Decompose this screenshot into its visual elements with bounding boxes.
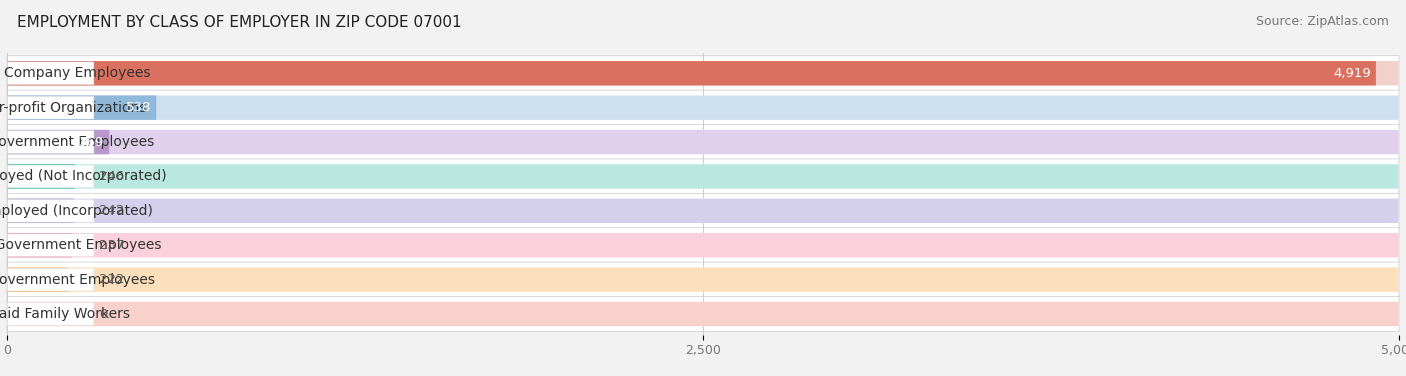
FancyBboxPatch shape: [7, 96, 156, 120]
Text: 237: 237: [98, 239, 124, 252]
FancyBboxPatch shape: [7, 234, 94, 256]
FancyBboxPatch shape: [7, 267, 1399, 292]
Text: Private Company Employees: Private Company Employees: [0, 66, 150, 80]
FancyBboxPatch shape: [7, 164, 75, 189]
FancyBboxPatch shape: [7, 296, 1399, 332]
Text: Self-Employed (Not Incorporated): Self-Employed (Not Incorporated): [0, 170, 167, 183]
Text: Federal Government Employees: Federal Government Employees: [0, 238, 162, 252]
FancyBboxPatch shape: [7, 267, 69, 292]
FancyBboxPatch shape: [7, 131, 94, 153]
FancyBboxPatch shape: [7, 130, 1399, 154]
FancyBboxPatch shape: [7, 164, 1399, 189]
Text: Unpaid Family Workers: Unpaid Family Workers: [0, 307, 131, 321]
Text: 4,919: 4,919: [1333, 67, 1371, 80]
Text: 222: 222: [98, 273, 124, 286]
FancyBboxPatch shape: [7, 233, 1399, 258]
Text: 0: 0: [98, 308, 107, 320]
FancyBboxPatch shape: [7, 62, 94, 85]
FancyBboxPatch shape: [7, 200, 94, 222]
Text: 242: 242: [98, 204, 124, 217]
FancyBboxPatch shape: [7, 228, 1399, 263]
FancyBboxPatch shape: [7, 96, 94, 119]
FancyBboxPatch shape: [7, 130, 110, 154]
FancyBboxPatch shape: [7, 199, 75, 223]
FancyBboxPatch shape: [7, 268, 94, 291]
Text: 369: 369: [79, 136, 104, 149]
FancyBboxPatch shape: [7, 90, 1399, 125]
FancyBboxPatch shape: [7, 61, 1376, 85]
FancyBboxPatch shape: [7, 165, 94, 188]
Text: 246: 246: [98, 170, 124, 183]
FancyBboxPatch shape: [7, 96, 1399, 120]
FancyBboxPatch shape: [7, 262, 1399, 297]
FancyBboxPatch shape: [7, 124, 1399, 159]
FancyBboxPatch shape: [7, 199, 1399, 223]
FancyBboxPatch shape: [7, 56, 1399, 91]
Text: Source: ZipAtlas.com: Source: ZipAtlas.com: [1256, 15, 1389, 28]
Text: Not-for-profit Organizations: Not-for-profit Organizations: [0, 101, 146, 115]
Text: Local Government Employees: Local Government Employees: [0, 135, 155, 149]
FancyBboxPatch shape: [7, 159, 1399, 194]
Text: EMPLOYMENT BY CLASS OF EMPLOYER IN ZIP CODE 07001: EMPLOYMENT BY CLASS OF EMPLOYER IN ZIP C…: [17, 15, 461, 30]
FancyBboxPatch shape: [7, 233, 73, 258]
FancyBboxPatch shape: [7, 193, 1399, 228]
Text: 538: 538: [127, 101, 152, 114]
FancyBboxPatch shape: [7, 303, 94, 325]
FancyBboxPatch shape: [7, 302, 1399, 326]
FancyBboxPatch shape: [7, 61, 1399, 85]
Text: Self-Employed (Incorporated): Self-Employed (Incorporated): [0, 204, 153, 218]
Text: State Government Employees: State Government Employees: [0, 273, 155, 287]
